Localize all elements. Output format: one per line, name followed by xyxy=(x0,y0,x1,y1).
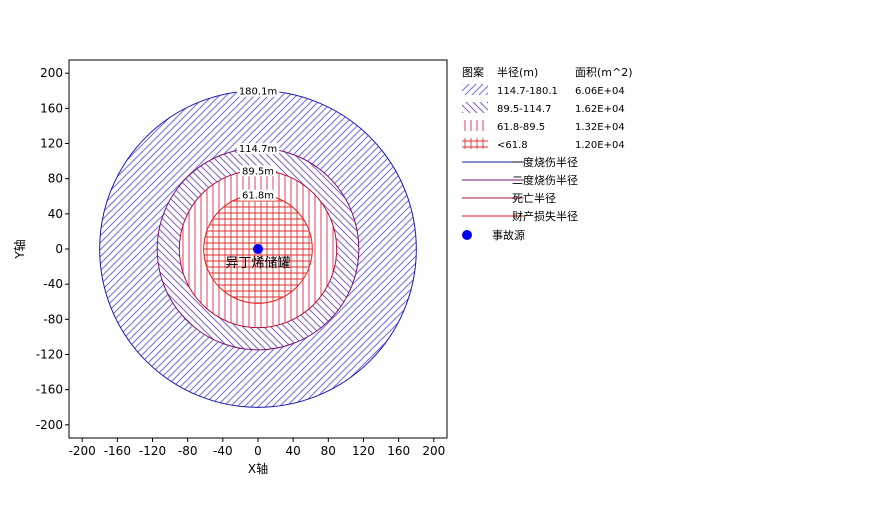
x-tick-label-7: 80 xyxy=(321,444,336,458)
zone-fill-0 xyxy=(99,90,417,408)
legend-range-0: 114.7-180.1 xyxy=(497,86,558,97)
y-tick-label-2: -120 xyxy=(36,347,63,361)
legend-line-label-0: 一度烧伤半径 xyxy=(512,155,578,169)
x-tick-label-2: -120 xyxy=(139,444,166,458)
radius-label-3: 61.8m xyxy=(242,191,274,202)
legend-line-label-2: 死亡半径 xyxy=(512,191,556,205)
legend-line-label-3: 财产损失半径 xyxy=(512,209,578,223)
y-tick-label-5: 0 xyxy=(55,242,63,256)
legend-header-pattern: 图案 xyxy=(462,65,484,79)
x-tick-label-8: 120 xyxy=(352,444,375,458)
x-tick-label-5: 0 xyxy=(254,444,262,458)
x-axis-title: X轴 xyxy=(248,461,268,476)
legend-swatch-3 xyxy=(462,138,488,149)
x-tick-label-0: -200 xyxy=(69,444,96,458)
x-tick-label-3: -80 xyxy=(178,444,198,458)
y-tick-label-6: 40 xyxy=(48,207,63,221)
source-point xyxy=(253,244,263,254)
y-tick-label-0: -200 xyxy=(36,418,63,432)
x-tick-label-10: 200 xyxy=(422,444,445,458)
zone-fill-2 xyxy=(179,170,337,328)
legend-area-0: 6.06E+04 xyxy=(575,86,625,97)
y-tick-label-1: -160 xyxy=(36,383,63,397)
radius-label-0: 180.1m xyxy=(239,87,277,98)
legend-range-3: <61.8 xyxy=(497,140,528,151)
y-tick-label-3: -80 xyxy=(43,312,63,326)
source-label: 异丁烯储罐 xyxy=(225,256,290,271)
x-tick-label-9: 160 xyxy=(387,444,410,458)
radius-label-1: 114.7m xyxy=(239,144,277,155)
legend-swatch-1 xyxy=(462,102,488,113)
legend-range-1: 89.5-114.7 xyxy=(497,104,552,115)
legend-range-2: 61.8-89.5 xyxy=(497,122,545,133)
x-tick-label-1: -160 xyxy=(104,444,131,458)
legend-source-marker xyxy=(462,230,472,240)
radius-label-bg-2 xyxy=(240,165,276,177)
legend-area-1: 1.62E+04 xyxy=(575,104,625,115)
y-tick-label-7: 80 xyxy=(48,172,63,186)
legend-header-area: 面积(m^2) xyxy=(575,66,633,79)
legend-swatch-0 xyxy=(462,84,488,95)
y-axis-title: Y轴 xyxy=(12,239,27,259)
radius-label-2: 89.5m xyxy=(242,166,274,177)
radius-label-bg-1 xyxy=(236,143,280,155)
x-tick-label-4: -40 xyxy=(213,444,233,458)
legend-header-radius: 半径(m) xyxy=(497,65,538,79)
legend-source-label: 事故源 xyxy=(492,228,525,242)
legend-line-label-1: 二度烧伤半径 xyxy=(512,173,578,187)
legend-swatch-2 xyxy=(462,120,488,131)
x-tick-label-6: 40 xyxy=(286,444,301,458)
radius-label-bg-3 xyxy=(240,189,276,201)
legend-area-2: 1.32E+04 xyxy=(575,122,625,133)
y-tick-label-10: 200 xyxy=(40,66,63,80)
y-tick-label-9: 160 xyxy=(40,101,63,115)
y-tick-label-4: -40 xyxy=(43,277,63,291)
y-tick-label-8: 120 xyxy=(40,137,63,151)
radius-label-bg-0 xyxy=(236,85,280,97)
legend-area-3: 1.20E+04 xyxy=(575,140,625,151)
